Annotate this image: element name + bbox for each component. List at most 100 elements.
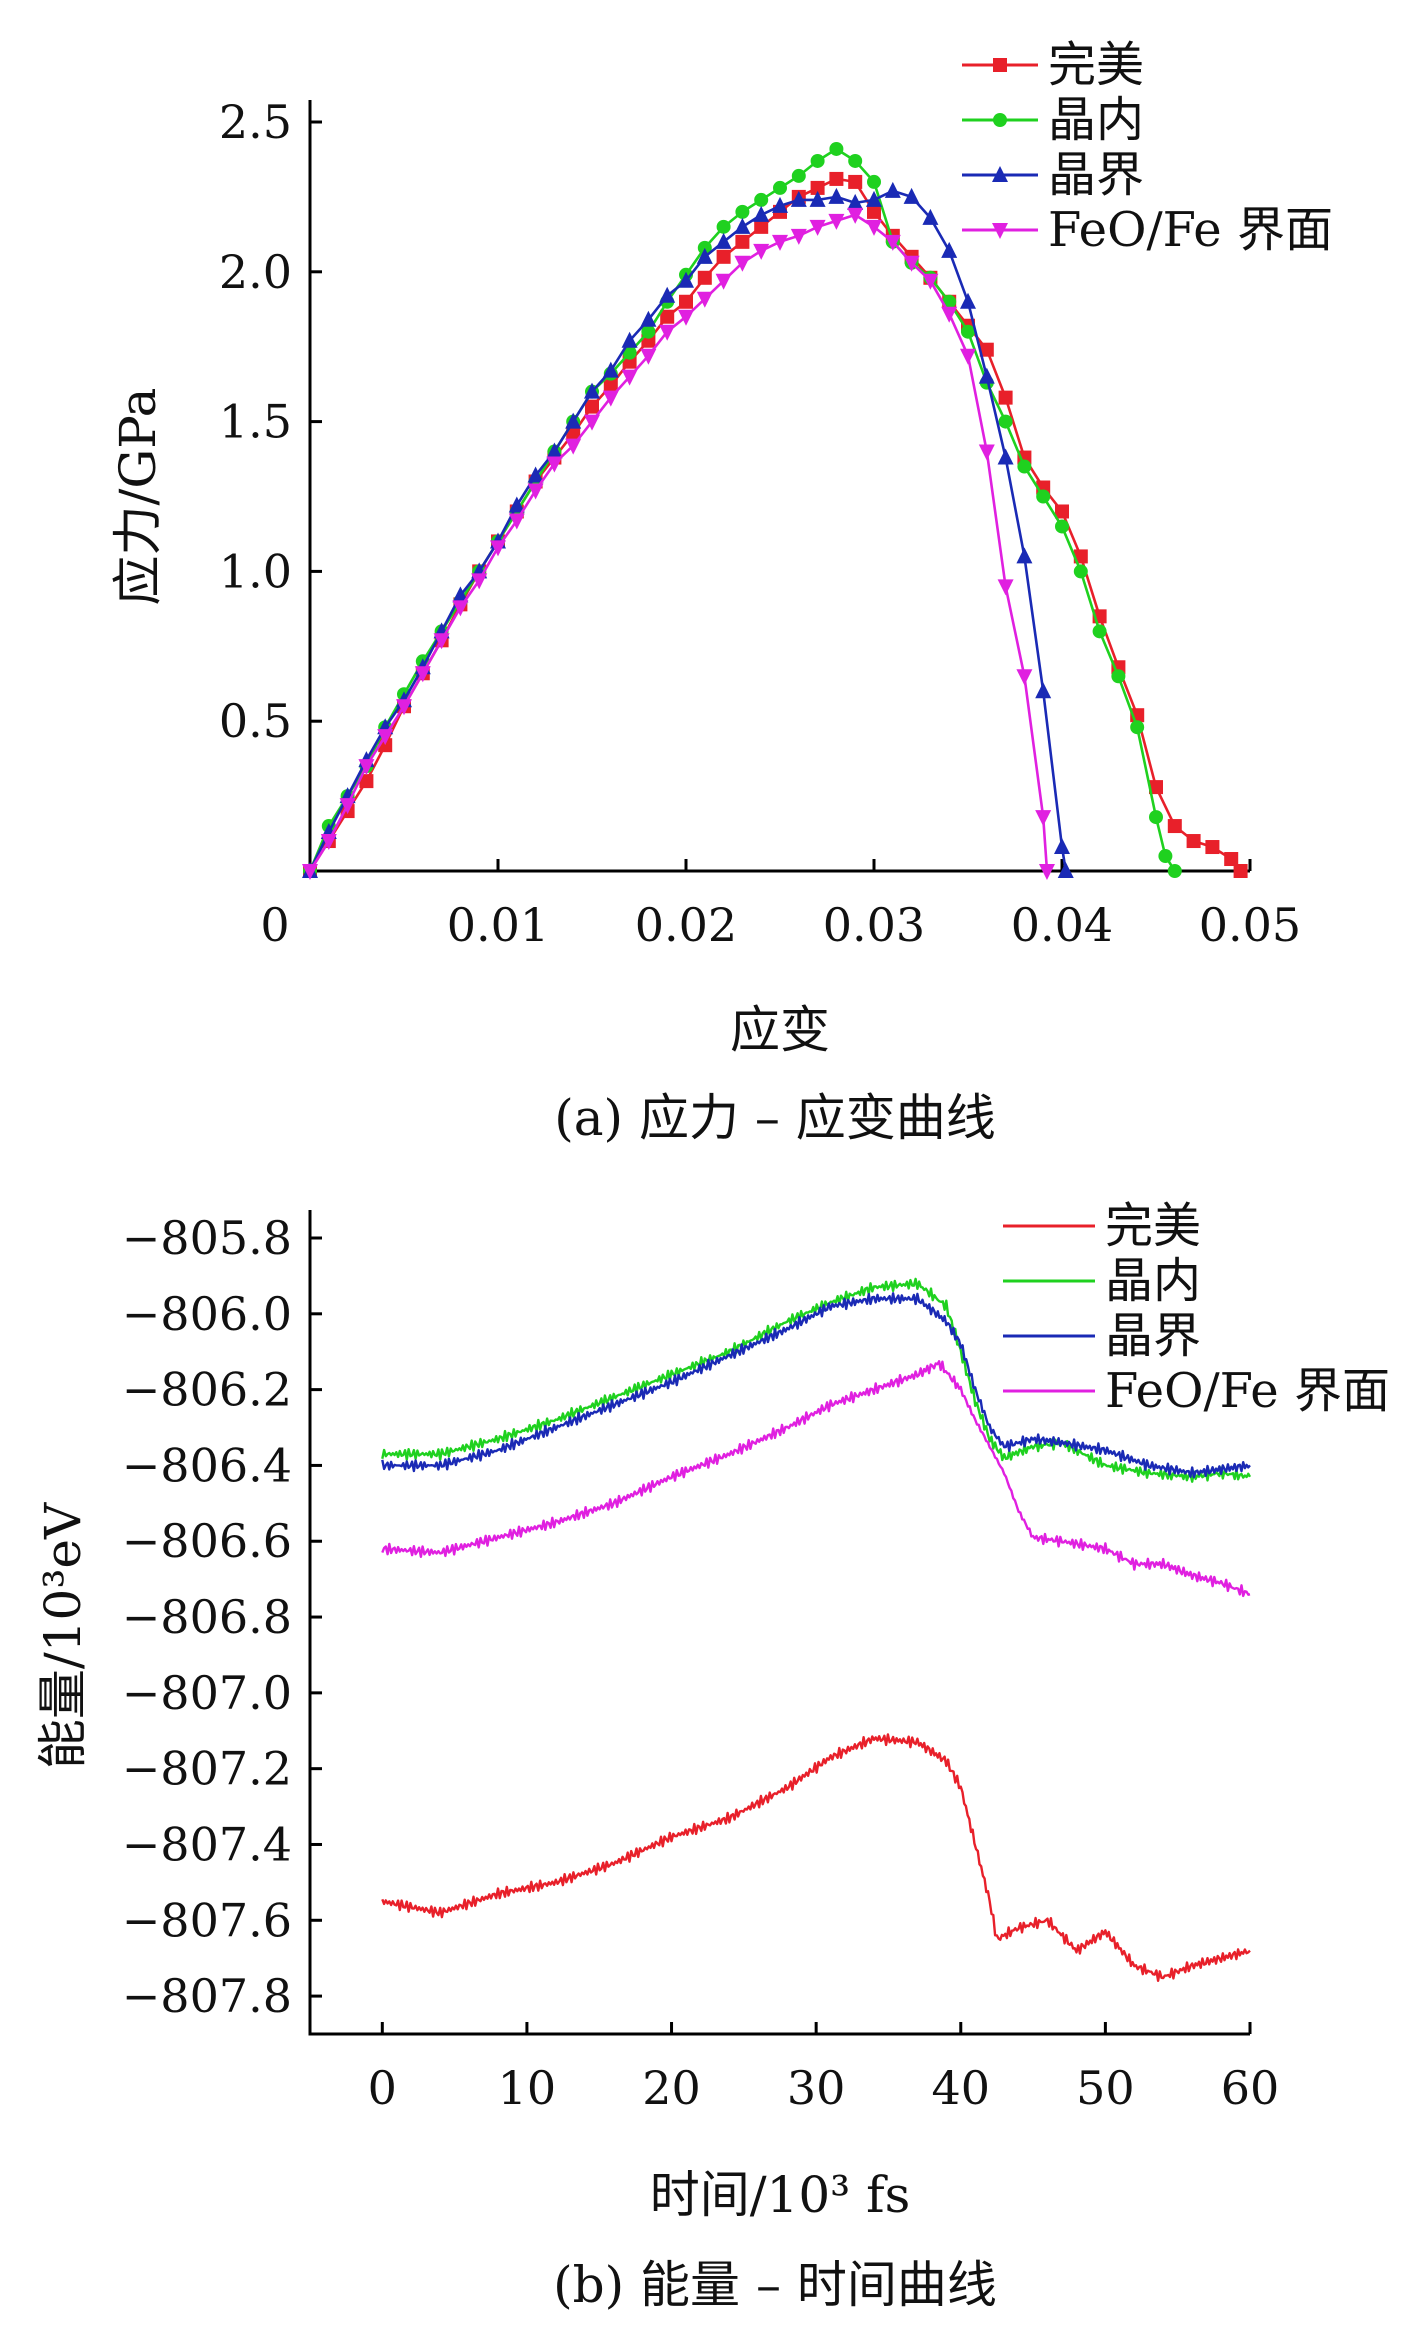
stress-strain-series-point-2: [696, 247, 713, 264]
stress-strain-y-axis-label: 应力/GPa: [109, 388, 167, 606]
energy-time-x-axis-label: 时间/10³ fs: [650, 2166, 911, 2224]
stress-strain-x-tick-label: 0.04: [1011, 898, 1113, 952]
stress-strain-series-point-3: [508, 513, 525, 530]
stress-strain-series-point-1: [998, 414, 1013, 429]
stress-strain-series-point-0: [585, 399, 599, 414]
stress-strain-x-axis-label: 应变: [730, 1001, 830, 1059]
energy-time-x-tick-label: 30: [787, 2061, 846, 2115]
energy-time-y-tick-label: −807.0: [122, 1666, 292, 1720]
energy-time-series-line-2: [381, 1292, 1251, 1479]
stress-strain-x-tick-label: 0.01: [447, 898, 549, 952]
stress-strain-series-line-3: [308, 213, 1049, 872]
stress-strain-series-point-3: [809, 219, 826, 236]
stress-strain-series-point-0: [829, 171, 844, 186]
energy-time-legend-label: 晶界: [1105, 1308, 1201, 1364]
stress-strain-series-point-2: [960, 292, 976, 309]
stress-strain-series-point-2: [508, 496, 525, 513]
stress-strain-series-point-1: [1036, 489, 1051, 504]
stress-strain-series-point-2: [922, 208, 939, 225]
stress-strain-series-point-1: [754, 192, 769, 207]
stress-strain-series-point-3: [828, 213, 845, 230]
stress-strain-series-point-1: [1073, 564, 1088, 579]
stress-strain-series-point-2: [903, 187, 920, 204]
stress-strain-series-point-3: [941, 306, 958, 323]
energy-time-legend-label: FeO/Fe 界面: [1105, 1363, 1390, 1419]
energy-time-y-tick-label: −807.2: [122, 1742, 292, 1796]
energy-time-y-tick-label: −806.6: [122, 1514, 292, 1568]
stress-strain-series-point-1: [735, 204, 750, 219]
stress-strain-series-point-1: [1055, 519, 1069, 534]
stress-strain-series-point-2: [941, 241, 958, 258]
stress-strain-series-point-2: [1016, 547, 1033, 564]
stress-strain-legend-marker: [993, 58, 1007, 72]
stress-strain-series-point-2: [715, 232, 732, 249]
energy-time-y-tick-label: −806.2: [122, 1363, 292, 1417]
energy-time-x-tick-label: 10: [498, 2061, 557, 2115]
stress-strain-series-point-0: [697, 270, 712, 285]
stress-strain-series-point-1: [848, 153, 863, 168]
stress-strain-series-point-0: [566, 426, 581, 441]
stress-strain-series-point-0: [735, 234, 750, 249]
stress-strain-series-point-0: [660, 309, 675, 324]
energy-time-axis-lines: [308, 1210, 1250, 2036]
energy-time-caption: (b) 能量 – 时间曲线: [553, 2256, 997, 2314]
stress-strain-series-point-3: [302, 864, 318, 880]
energy-time-y-tick-label: −805.8: [122, 1211, 292, 1265]
stress-strain-axes: 0 0.01 0.02 0.03 0.04 0.05 0.5 1.0 1.5 2.0 2.5: [219, 95, 1301, 952]
stress-strain-series-point-0: [1205, 840, 1220, 855]
stress-strain-series-point-0: [603, 378, 618, 393]
stress-strain-series-point-3: [452, 600, 469, 617]
stress-strain-series-point-3: [678, 309, 694, 326]
energy-time-legend-label: 完美: [1105, 1198, 1201, 1254]
energy-time-x-tick-label: 20: [642, 2061, 701, 2115]
stress-strain-series-line-0: [308, 177, 1242, 872]
stress-strain-series-point-0: [810, 180, 825, 195]
stress-strain-series-point-1: [867, 174, 881, 189]
stress-strain-series-point-2: [847, 193, 864, 210]
stress-strain-series-point-3: [1016, 669, 1033, 686]
energy-time-y-tick-label: −806.8: [122, 1590, 292, 1644]
stress-strain-legend-marker: [993, 113, 1007, 127]
stress-strain-series-point-2: [546, 442, 563, 459]
energy-time-x-tick-label: 0: [368, 2061, 397, 2115]
stress-strain-series-point-0: [359, 774, 374, 789]
stress-strain-series-point-3: [339, 798, 356, 815]
stress-strain-series-point-3: [471, 573, 488, 590]
stress-strain-series-point-0: [679, 294, 693, 309]
energy-time-chart: 0 10 20 30 40 50 60 −805.8 −806.0 −806.2 −806.4 −80…: [34, 1198, 1390, 2314]
stress-strain-x-tick-label: 0.02: [635, 898, 737, 952]
stress-strain-legend-marker: [992, 223, 1008, 239]
stress-strain-series-point-0: [1233, 864, 1248, 878]
stress-strain-series-point-3: [696, 291, 713, 308]
stress-strain-series-line-2: [308, 189, 1068, 872]
energy-time-y-axis-label: 能量/10³eV: [34, 1502, 92, 1769]
stress-strain-series-point-1: [1111, 669, 1126, 684]
stress-strain-series-point-3: [866, 219, 882, 236]
stress-strain-series-point-2: [772, 196, 788, 213]
stress-strain-series-point-0: [1149, 780, 1163, 795]
stress-strain-series-point-2: [734, 217, 751, 234]
stress-strain-series-point-2: [809, 190, 826, 207]
stress-strain-series-point-2: [1057, 862, 1074, 878]
stress-strain-series-point-3: [602, 390, 619, 407]
stress-strain-series-point-3: [978, 444, 995, 461]
stress-strain-series-point-3: [772, 234, 788, 251]
stress-strain-series-point-0: [1224, 852, 1239, 867]
stress-strain-caption: (a) 应力 – 应变曲线: [554, 1089, 996, 1147]
stress-strain-series-point-0: [998, 390, 1013, 405]
stress-strain-series-point-0: [754, 219, 769, 234]
stress-strain-series-point-3: [847, 207, 864, 224]
stress-strain-series-point-1: [1149, 810, 1163, 825]
stress-strain-series-point-2: [621, 331, 638, 348]
stress-strain-series-point-2: [1035, 682, 1052, 699]
stress-strain-series-point-3: [358, 759, 375, 776]
energy-time-y-tick-label: −807.6: [122, 1893, 292, 1947]
stress-strain-legend-label: 晶内: [1048, 92, 1144, 148]
energy-time-legend-label: 晶内: [1105, 1253, 1201, 1309]
energy-time-series-line-3: [381, 1360, 1251, 1598]
stress-strain-series-point-2: [828, 187, 845, 204]
stress-strain-series-point-3: [396, 699, 412, 716]
stress-strain-series-point-1: [1167, 864, 1182, 878]
stress-strain-x-tick-label: 0.05: [1199, 898, 1301, 952]
